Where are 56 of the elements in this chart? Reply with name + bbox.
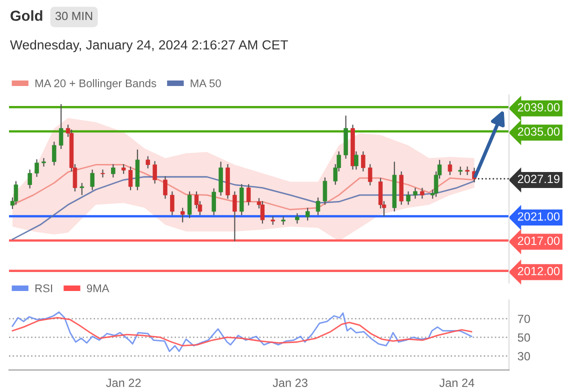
- candlestick: [80, 182, 84, 196]
- legend-label: 9MA: [86, 284, 110, 292]
- line-series: [12, 317, 472, 346]
- y-tick-label: 50: [518, 333, 530, 342]
- candlestick: [128, 166, 133, 191]
- legend-label: MA 50: [190, 79, 221, 88]
- candlestick: [232, 190, 237, 242]
- candlestick: [316, 196, 320, 216]
- candlestick: [413, 187, 418, 200]
- legend-label: RSI: [35, 284, 52, 292]
- candlestick: [180, 207, 185, 223]
- legend-label: MA 20 + Bollinger Bands: [35, 79, 156, 90]
- candlestick: [240, 184, 244, 216]
- text: 30 MIN: [55, 12, 92, 20]
- line-series: [12, 311, 472, 352]
- y-tick-label: 2027.19: [518, 174, 560, 184]
- candlestick: [42, 158, 46, 168]
- candlestick: [448, 160, 452, 176]
- candlestick: [212, 188, 216, 216]
- candlestick: [111, 164, 116, 178]
- candlestick: [52, 141, 56, 166]
- candlestick: [305, 207, 310, 222]
- candlestick: [28, 169, 32, 189]
- candlestick: [322, 176, 328, 206]
- candlestick: [260, 200, 265, 224]
- candlestick: [146, 156, 150, 169]
- y-tick-label: 30: [518, 352, 530, 360]
- candlestick: [152, 160, 157, 184]
- y-tick-label: 2039.00: [518, 103, 560, 112]
- candlestick: [90, 169, 94, 191]
- line-series: [12, 176, 475, 240]
- candlestick: [406, 190, 410, 206]
- candlestick: [420, 187, 424, 200]
- x-tick-label: Jan 23: [272, 378, 308, 388]
- x-tick-label: Jan 22: [106, 378, 141, 388]
- candlestick: [368, 164, 372, 186]
- chart-title: Gold: [10, 10, 42, 21]
- candlestick: [187, 190, 192, 219]
- candlestick: [163, 176, 168, 200]
- candlestick: [121, 164, 126, 174]
- y-tick-label: 2017.00: [518, 236, 560, 245]
- candlestick: [34, 158, 39, 178]
- candlestick: [58, 104, 64, 150]
- y-tick-label: 2035.00: [518, 127, 560, 136]
- candlestick: [354, 150, 358, 170]
- y-tick-label: 70: [518, 314, 530, 324]
- candlestick: [295, 212, 300, 224]
- x-tick-label: Jan 24: [439, 378, 474, 388]
- y-tick-label: 2012.00: [518, 266, 560, 276]
- candlestick: [246, 184, 251, 206]
- candlestick: [14, 180, 18, 206]
- candlestick: [170, 190, 174, 216]
- candlestick: [100, 169, 105, 178]
- y-tick-label: 2021.00: [518, 212, 560, 221]
- candlestick: [361, 150, 366, 172]
- chart-subtitle: Wednesday, January 24, 2024 2:16:27 AM CET: [10, 40, 288, 52]
